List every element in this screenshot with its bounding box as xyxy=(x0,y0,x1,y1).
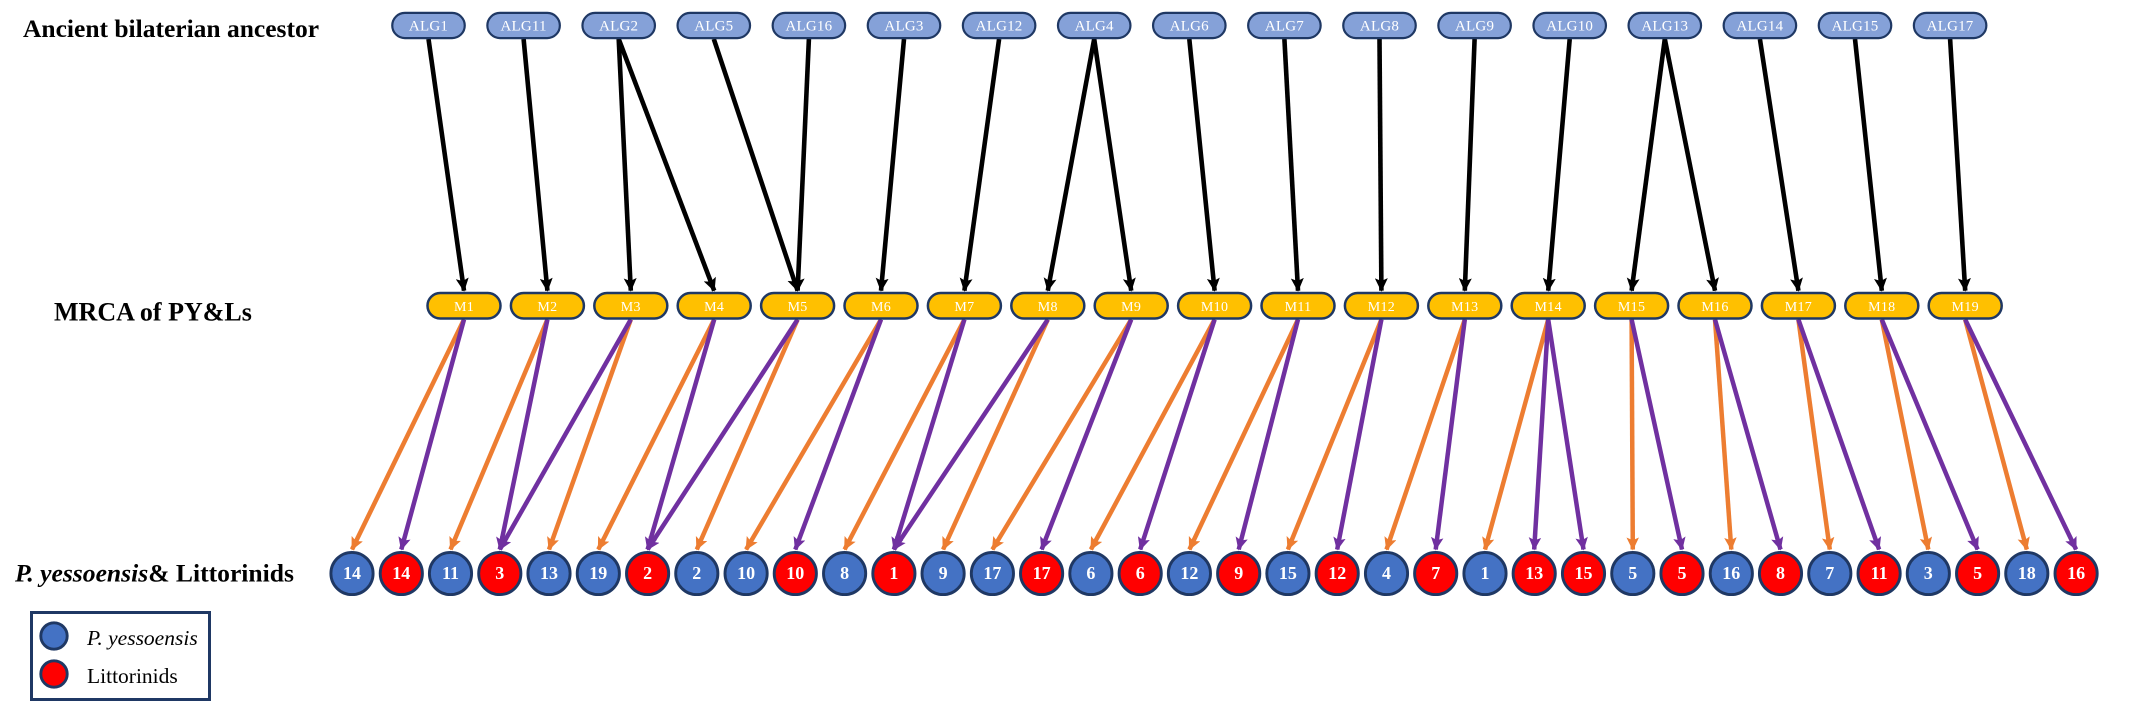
svg-text:M11: M11 xyxy=(1285,300,1312,315)
svg-text:11: 11 xyxy=(1871,563,1888,583)
svg-text:M6: M6 xyxy=(871,300,891,315)
svg-text:M5: M5 xyxy=(788,300,808,315)
svg-text:ALG12: ALG12 xyxy=(976,19,1023,35)
svg-text:3: 3 xyxy=(1924,563,1933,583)
svg-text:ALG11: ALG11 xyxy=(500,19,546,35)
svg-text:ALG7: ALG7 xyxy=(1265,19,1304,35)
svg-text:3: 3 xyxy=(495,563,504,583)
svg-text:ALG3: ALG3 xyxy=(884,19,923,35)
svg-text:M19: M19 xyxy=(1952,300,1979,315)
svg-text:Ancient bilaterian ancestor: Ancient bilaterian ancestor xyxy=(23,14,319,43)
svg-text:2: 2 xyxy=(692,563,701,583)
svg-text:18: 18 xyxy=(2018,563,2036,583)
svg-text:6: 6 xyxy=(1136,563,1145,583)
svg-text:M3: M3 xyxy=(621,300,641,315)
svg-text:M12: M12 xyxy=(1368,300,1395,315)
svg-text:ALG5: ALG5 xyxy=(694,19,733,35)
svg-text:16: 16 xyxy=(1722,563,1740,583)
svg-text:8: 8 xyxy=(840,563,849,583)
svg-text:M16: M16 xyxy=(1701,300,1728,315)
svg-text:10: 10 xyxy=(737,563,755,583)
svg-text:M9: M9 xyxy=(1121,300,1141,315)
svg-text:M17: M17 xyxy=(1785,300,1812,315)
svg-text:5: 5 xyxy=(1973,563,1982,583)
svg-text:13: 13 xyxy=(540,563,558,583)
svg-text:16: 16 xyxy=(2067,563,2085,583)
svg-text:14: 14 xyxy=(392,563,410,583)
svg-text:14: 14 xyxy=(343,563,361,583)
svg-text:13: 13 xyxy=(1525,563,1543,583)
svg-text:ALG8: ALG8 xyxy=(1360,19,1399,35)
svg-text:15: 15 xyxy=(1575,563,1593,583)
svg-text:12: 12 xyxy=(1328,563,1346,583)
svg-text:19: 19 xyxy=(589,563,607,583)
svg-text:M1: M1 xyxy=(454,300,474,315)
svg-text:ALG17: ALG17 xyxy=(1927,19,1974,35)
svg-text:ALG1: ALG1 xyxy=(409,19,448,35)
svg-text:M14: M14 xyxy=(1535,300,1562,315)
svg-text:12: 12 xyxy=(1180,563,1198,583)
svg-text:ALG9: ALG9 xyxy=(1455,19,1494,35)
svg-text:11: 11 xyxy=(442,563,459,583)
svg-text:M18: M18 xyxy=(1868,300,1895,315)
svg-text:ALG6: ALG6 xyxy=(1170,19,1209,35)
svg-text:M2: M2 xyxy=(537,300,557,315)
svg-text:7: 7 xyxy=(1431,563,1440,583)
svg-text:MRCA of PY&Ls: MRCA of PY&Ls xyxy=(54,297,252,326)
svg-text:5: 5 xyxy=(1628,563,1637,583)
svg-text:7: 7 xyxy=(1825,563,1834,583)
svg-text:2: 2 xyxy=(643,563,652,583)
svg-text:ALG4: ALG4 xyxy=(1075,19,1114,35)
svg-text:ALG2: ALG2 xyxy=(599,19,638,35)
svg-text:ALG15: ALG15 xyxy=(1832,19,1879,35)
svg-text:1: 1 xyxy=(889,563,898,583)
svg-text:6: 6 xyxy=(1086,563,1095,583)
svg-text:M4: M4 xyxy=(704,300,724,315)
svg-text:M13: M13 xyxy=(1451,300,1478,315)
svg-text:ALG14: ALG14 xyxy=(1736,19,1783,35)
svg-text:M15: M15 xyxy=(1618,300,1645,315)
svg-text:10: 10 xyxy=(786,563,804,583)
svg-text:17: 17 xyxy=(1033,563,1051,583)
svg-text:M10: M10 xyxy=(1201,300,1228,315)
svg-text:M7: M7 xyxy=(954,300,974,315)
svg-text:ALG13: ALG13 xyxy=(1641,19,1688,35)
svg-text:5: 5 xyxy=(1678,563,1687,583)
svg-text:9: 9 xyxy=(1234,563,1243,583)
svg-text:P. yessoensis: P. yessoensis xyxy=(86,626,198,650)
svg-text:ALG10: ALG10 xyxy=(1546,19,1593,35)
svg-text:M8: M8 xyxy=(1038,300,1058,315)
svg-text:P. yessoensis& Littorinids: P. yessoensis& Littorinids xyxy=(14,559,294,588)
svg-text:ALG16: ALG16 xyxy=(785,19,832,35)
svg-text:4: 4 xyxy=(1382,563,1391,583)
svg-text:8: 8 xyxy=(1776,563,1785,583)
svg-text:17: 17 xyxy=(983,563,1001,583)
svg-text:Littorinids: Littorinids xyxy=(87,664,178,688)
svg-text:15: 15 xyxy=(1279,563,1297,583)
svg-text:1: 1 xyxy=(1481,563,1490,583)
svg-text:9: 9 xyxy=(939,563,948,583)
